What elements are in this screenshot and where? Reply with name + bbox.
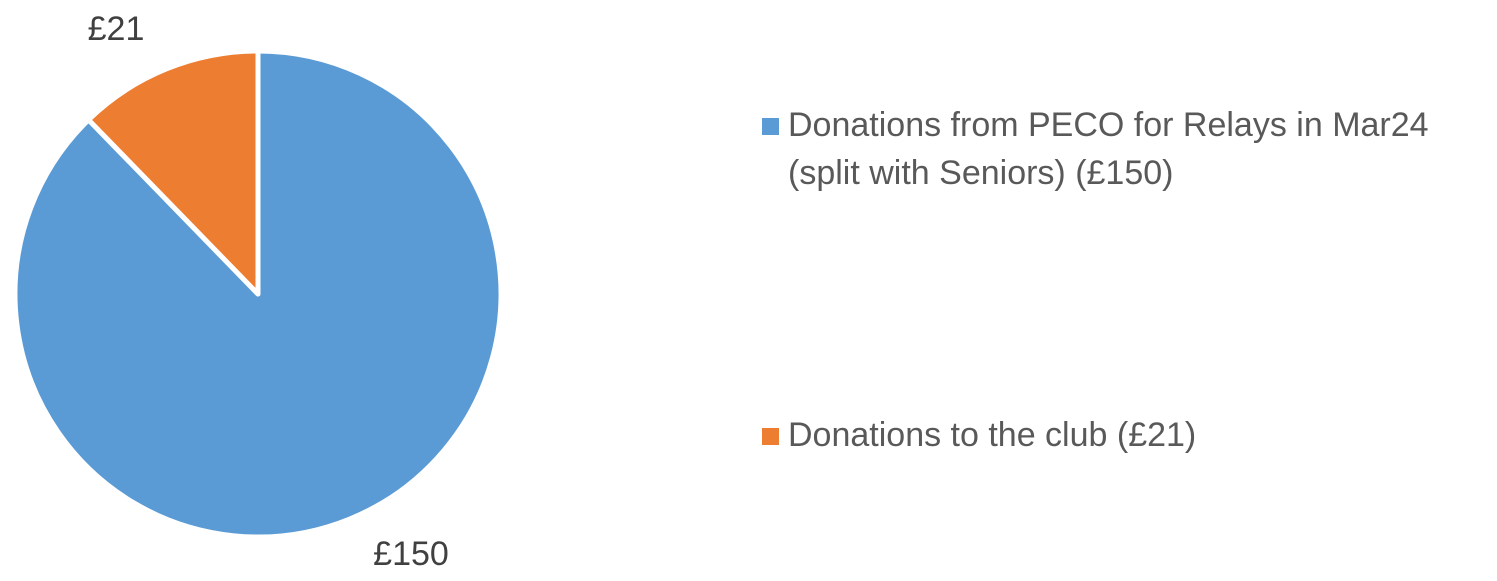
- legend-swatch-club-donations: [762, 428, 779, 445]
- pie-slices: [12, 48, 504, 540]
- data-label-peco-donations: £150: [373, 535, 449, 573]
- legend-swatch-peco-donations: [762, 118, 779, 135]
- legend-item-club-donations: Donations to the club (£21): [762, 411, 1488, 459]
- data-label-club-donations: £21: [88, 10, 145, 48]
- legend-label-club-donations: Donations to the club (£21): [788, 416, 1197, 454]
- legend-label-peco-donations: Donations from PECO for Relays in Mar24 …: [788, 106, 1429, 192]
- legend-item-peco-donations: Donations from PECO for Relays in Mar24 …: [762, 101, 1488, 197]
- chart-legend: Donations from PECO for Relays in Mar24 …: [762, 0, 1497, 581]
- pie-chart: £150 £21: [12, 10, 504, 573]
- pie-slice-club-donations: [86, 48, 261, 297]
